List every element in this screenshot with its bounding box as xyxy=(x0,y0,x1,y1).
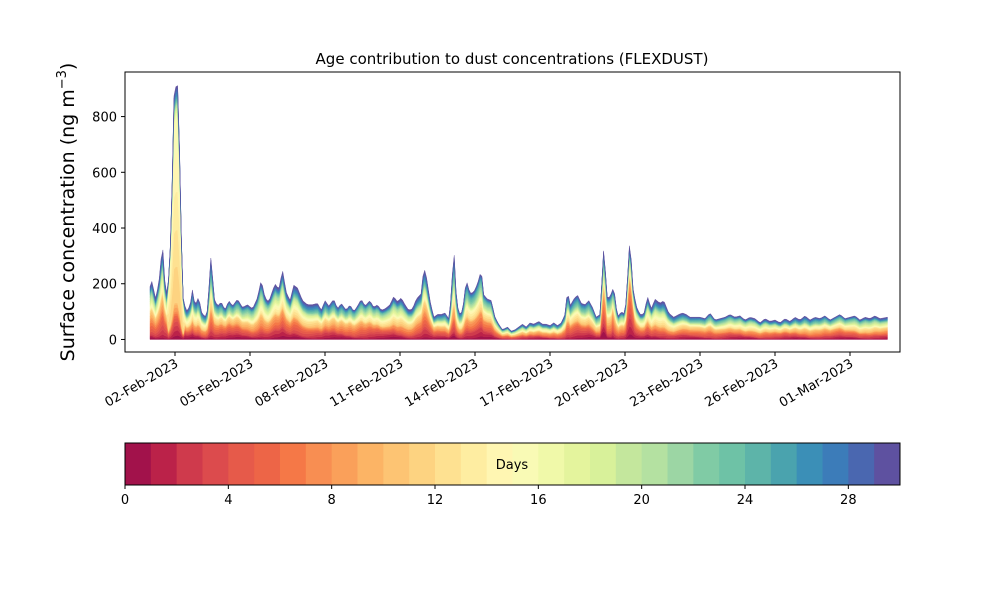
x-tick-label: 20-Feb-2023 xyxy=(552,356,631,410)
colorbar-segment xyxy=(512,443,539,485)
colorbar-segment xyxy=(848,443,875,485)
colorbar-segment xyxy=(176,443,203,485)
colorbar-segment xyxy=(435,443,462,485)
x-tick-label: 02-Feb-2023 xyxy=(102,356,181,410)
colorbar-segment xyxy=(745,443,772,485)
colorbar-segment xyxy=(125,443,152,485)
x-tick-label: 01-Mar-2023 xyxy=(777,356,856,410)
colorbar-segment xyxy=(460,443,488,485)
x-tick-label: 17-Feb-2023 xyxy=(477,356,556,410)
colorbar-segment xyxy=(254,443,281,485)
colorbar xyxy=(125,443,901,485)
colorbar-segment xyxy=(615,443,643,485)
colorbar-segment xyxy=(202,443,229,485)
colorbar-segment xyxy=(719,443,746,485)
x-tick-label: 05-Feb-2023 xyxy=(177,356,256,410)
y-tick-label: 600 xyxy=(92,166,117,181)
colorbar-segment xyxy=(305,443,333,485)
y-tick-label: 0 xyxy=(109,333,117,348)
colorbar-segment xyxy=(331,443,358,485)
colorbar-segment xyxy=(280,443,307,485)
colorbar-segment xyxy=(409,443,436,485)
colorbar-tick-label: 4 xyxy=(224,493,232,508)
colorbar-tick-label: 28 xyxy=(840,493,857,508)
y-tick-label: 200 xyxy=(92,278,117,293)
colorbar-segment xyxy=(667,443,694,485)
colorbar-segment xyxy=(641,443,668,485)
colorbar-segment xyxy=(538,443,565,485)
colorbar-tick-label: 12 xyxy=(427,493,444,508)
stacked-areas xyxy=(149,85,888,340)
colorbar-tick-label: 0 xyxy=(121,493,129,508)
colorbar-segment xyxy=(228,443,255,485)
chart-title: Age contribution to dust concentrations … xyxy=(316,50,709,68)
area-layer-day-19 xyxy=(149,105,888,334)
colorbar-segment xyxy=(383,443,410,485)
colorbar-segment xyxy=(874,443,901,485)
y-tick-label: 400 xyxy=(92,222,117,237)
y-axis-label-main: Surface concentration (ng m xyxy=(57,89,79,361)
x-tick-label: 14-Feb-2023 xyxy=(402,356,481,410)
colorbar-segment xyxy=(822,443,849,485)
colorbar-tick-label: 24 xyxy=(737,493,754,508)
x-tick-label: 23-Feb-2023 xyxy=(627,356,706,410)
y-axis-label-sup: −3 xyxy=(55,70,70,89)
y-axis-label: Surface concentration (ng m−3) xyxy=(55,63,79,362)
plot-frame xyxy=(124,71,901,353)
colorbar-frame xyxy=(124,442,901,486)
colorbar-segment xyxy=(770,443,798,485)
colorbar-segment xyxy=(796,443,823,485)
y-axis-label-close: ) xyxy=(57,63,79,70)
colorbar-segment xyxy=(486,443,513,485)
colorbar-segment xyxy=(564,443,591,485)
x-tick-label: 11-Feb-2023 xyxy=(327,356,406,410)
colorbar-segment xyxy=(693,443,720,485)
colorbar-tick-label: 20 xyxy=(633,493,650,508)
x-axis: 02-Feb-202305-Feb-202308-Feb-202311-Feb-… xyxy=(102,352,856,411)
colorbar-label: Days xyxy=(496,458,529,473)
y-tick-label: 800 xyxy=(92,111,117,126)
colorbar-tick-label: 8 xyxy=(328,493,336,508)
colorbar-tick-label: 16 xyxy=(530,493,547,508)
colorbar-segment xyxy=(150,443,178,485)
y-axis: 0 200 400 600 800 xyxy=(92,111,125,348)
colorbar-segment xyxy=(357,443,384,485)
x-tick-label: 08-Feb-2023 xyxy=(252,356,331,410)
colorbar-ticks: 0 4 8 12 16 20 24 28 xyxy=(121,485,857,508)
area-layer-day-29 xyxy=(149,85,888,332)
x-tick-label: 26-Feb-2023 xyxy=(702,356,781,410)
colorbar-segment xyxy=(590,443,617,485)
